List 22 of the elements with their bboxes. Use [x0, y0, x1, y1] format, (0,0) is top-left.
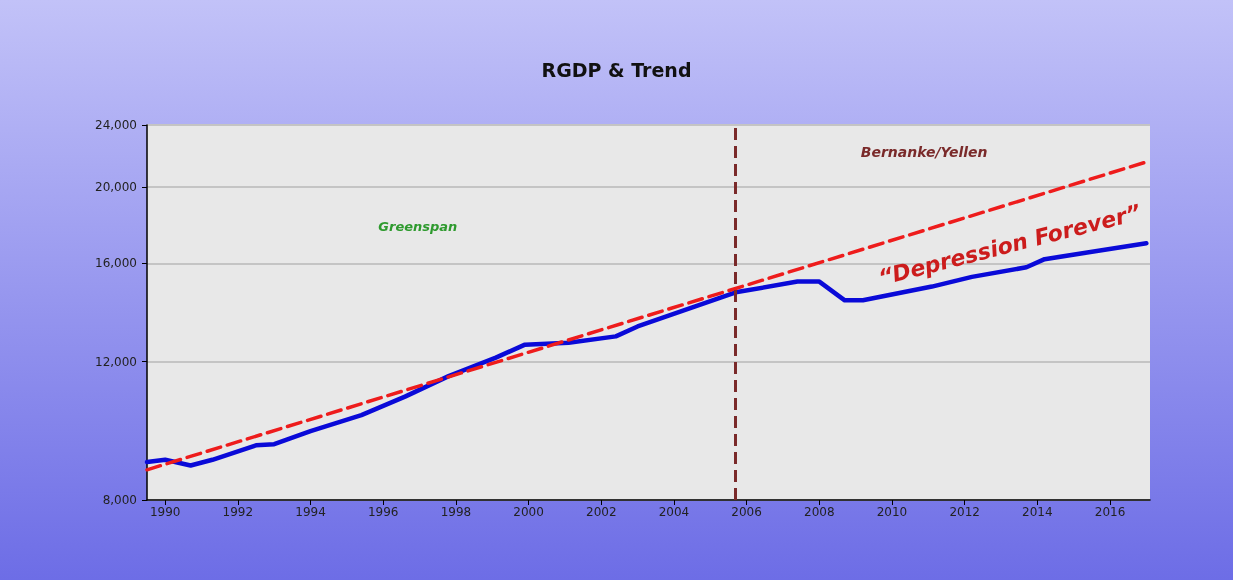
y-tick-label: 8,000	[102, 493, 137, 507]
x-tick-label: 2010	[876, 505, 908, 519]
x-tick-label: 2014	[1022, 505, 1053, 519]
x-tick-label: 1998	[440, 505, 472, 519]
y-tick-label: 16,000	[95, 256, 137, 271]
annotation: Greenspan	[378, 218, 458, 234]
y-tick-label: 24,000	[95, 118, 137, 132]
y-tick-label: 12,000	[95, 354, 137, 369]
y-tick-label: 20,000	[95, 180, 137, 195]
x-tick-label: 1990	[149, 505, 181, 519]
x-tick-label: 2012	[949, 505, 980, 519]
chart-title: RGDP & Trend	[541, 58, 692, 81]
ref-line-label: Bernanke/Yellen	[860, 144, 988, 160]
x-tick-label: 2000	[513, 505, 544, 519]
x-tick-label: 2004	[658, 505, 690, 519]
x-tick-label: 1992	[222, 505, 254, 519]
x-tick-label: 2002	[585, 505, 617, 519]
x-tick-label: 1994	[295, 505, 326, 519]
x-tick-label: 2016	[1094, 505, 1126, 519]
x-tick-label: 1996	[367, 505, 399, 519]
x-tick-label: 2008	[804, 505, 835, 519]
x-tick-label: 2006	[731, 505, 762, 519]
